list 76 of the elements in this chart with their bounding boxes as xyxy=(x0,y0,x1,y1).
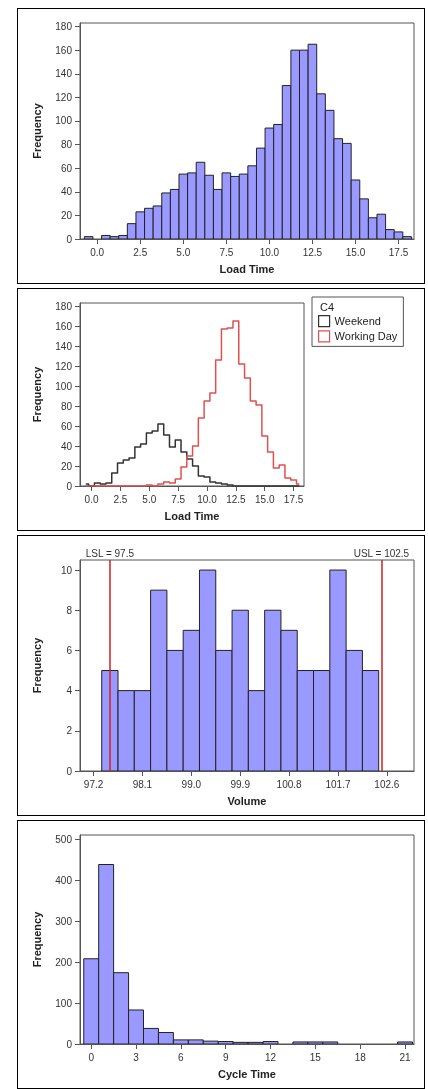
y-axis-title: Frequency xyxy=(30,365,43,423)
y-tick-label: 160 xyxy=(55,320,73,332)
x-tick-label: 9 xyxy=(222,1051,229,1063)
x-tick-label: 2.5 xyxy=(113,493,128,505)
y-tick-label: 140 xyxy=(55,340,73,352)
x-tick-label: 12.5 xyxy=(302,246,323,258)
y-tick-label: 60 xyxy=(60,420,73,432)
y-tick-label: 300 xyxy=(55,915,73,927)
y-tick-label: 0 xyxy=(66,1038,73,1050)
y-tick-label: 100 xyxy=(55,115,73,127)
x-tick-label: 0.0 xyxy=(84,493,99,505)
x-tick-label: 101.7 xyxy=(325,778,351,790)
x-tick-label: 18 xyxy=(354,1051,367,1063)
y-tick-label: 120 xyxy=(55,360,73,372)
y-tick-label: 40 xyxy=(60,440,73,452)
legend-label: Working Day xyxy=(334,330,398,343)
y-tick-label: 200 xyxy=(55,956,73,968)
x-tick-label: 99.9 xyxy=(230,778,251,790)
y-tick-label: 0 xyxy=(66,765,73,777)
ref-line-label: USL = 102.5 xyxy=(353,547,410,559)
x-tick-label: 3 xyxy=(133,1051,140,1063)
x-tick-label: 7.5 xyxy=(219,246,234,258)
x-axis-title: Volume xyxy=(227,794,267,807)
y-tick-label: 20 xyxy=(60,460,73,472)
x-tick-label: 15 xyxy=(309,1051,322,1063)
y-axis-title: Frequency xyxy=(30,636,43,694)
x-tick-label: 12.5 xyxy=(226,493,247,505)
y-tick-label: 400 xyxy=(55,874,73,886)
y-tick-label: 4 xyxy=(66,685,73,697)
x-tick-label: 10.0 xyxy=(197,493,218,505)
y-tick-label: 500 xyxy=(55,833,73,845)
x-tick-label: 100.8 xyxy=(276,778,303,790)
x-tick-label: 97.2 xyxy=(83,778,104,790)
x-tick-label: 15.0 xyxy=(345,246,366,258)
y-tick-label: 160 xyxy=(55,44,73,56)
x-axis-title: Cycle Time xyxy=(218,1067,276,1080)
x-tick-label: 15.0 xyxy=(255,493,275,505)
y-tick-label: 100 xyxy=(55,380,73,392)
x-tick-label: 5.0 xyxy=(142,493,157,505)
x-tick-label: 12 xyxy=(264,1051,277,1063)
x-tick-label: 2.5 xyxy=(133,246,148,258)
y-tick-label: 0 xyxy=(66,480,73,492)
y-tick-label: 80 xyxy=(60,400,73,412)
x-tick-label: 17.5 xyxy=(388,246,409,258)
ref-line-label: LSL = 97.5 xyxy=(85,547,135,559)
y-tick-label: 20 xyxy=(60,209,73,221)
y-tick-label: 8 xyxy=(66,604,73,616)
x-tick-label: 5.0 xyxy=(176,246,191,258)
x-tick-label: 0.0 xyxy=(90,246,105,258)
y-tick-label: 0 xyxy=(66,233,73,245)
x-tick-label: 6 xyxy=(178,1051,185,1063)
x-tick-label: 21 xyxy=(399,1051,412,1063)
y-tick-label: 60 xyxy=(60,162,73,174)
y-tick-label: 180 xyxy=(55,21,73,33)
y-axis-title: Frequency xyxy=(30,102,43,159)
legend-title: C4 xyxy=(320,300,335,313)
x-tick-label: 7.5 xyxy=(171,493,186,505)
y-tick-label: 120 xyxy=(55,91,73,103)
x-tick-label: 102.6 xyxy=(374,778,400,790)
legend-label: Weekend xyxy=(334,315,381,328)
x-tick-label: 98.1 xyxy=(132,778,153,790)
y-tick-label: 100 xyxy=(55,997,73,1009)
y-tick-label: 40 xyxy=(60,186,73,198)
y-tick-label: 80 xyxy=(60,139,73,151)
y-tick-label: 140 xyxy=(55,68,73,80)
x-tick-label: 0 xyxy=(88,1051,95,1063)
y-tick-label: 6 xyxy=(66,644,73,656)
x-tick-label: 17.5 xyxy=(283,493,304,505)
x-tick-label: 99.0 xyxy=(181,778,202,790)
y-tick-label: 2 xyxy=(66,725,73,737)
y-tick-label: 180 xyxy=(55,300,73,312)
x-tick-label: 10.0 xyxy=(259,246,280,258)
y-axis-title: Frequency xyxy=(30,910,43,968)
x-axis-title: Load Time xyxy=(219,262,275,275)
x-axis-title: Load Time xyxy=(164,509,220,522)
y-tick-label: 10 xyxy=(60,564,73,576)
